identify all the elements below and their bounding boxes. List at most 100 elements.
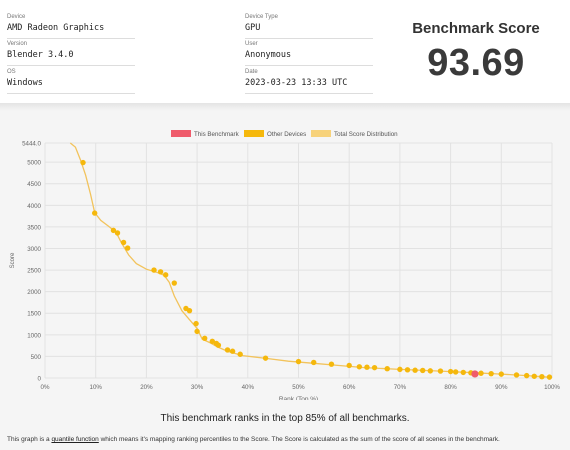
device-type-label: Device Type [245,14,278,20]
device-type-field: Device Type GPU [245,14,373,39]
other-device-point [114,230,121,236]
x-tick-label: 20% [140,384,153,391]
other-device-point [420,367,426,374]
benchmark-score-value: 93.69 [427,42,525,84]
other-device-point [397,366,403,373]
x-tick-label: 50% [292,384,305,391]
x-axis-title: Rank (Top %) [279,396,318,400]
x-tick-label: 70% [394,384,407,391]
y-tick-label: 1500 [27,311,41,318]
y-tick-label: 1000 [27,332,41,339]
x-tick-label: 80% [444,384,457,391]
other-device-point [124,245,131,251]
version-field: Version Blender 3.4.0 [7,41,135,66]
other-device-point [110,227,117,234]
other-device-point [157,269,164,275]
other-device-point [356,364,363,370]
other-device-point [539,374,545,380]
os-value: Windows [7,78,43,88]
other-device-point [452,369,459,375]
y-tick-label: 0 [38,376,42,383]
x-tick-label: 100% [544,384,560,391]
other-device-point [460,369,466,376]
x-tick-label: 60% [343,384,356,391]
other-device-point [384,366,390,372]
other-device-point [171,280,177,286]
os-label: OS [7,69,16,75]
quantile-function-link[interactable]: quantile function [51,436,99,443]
device-label: Device [7,14,26,20]
user-label: User [245,41,258,47]
other-device-point [215,342,222,348]
y-tick-label: 3000 [27,246,41,253]
other-device-point [328,361,335,367]
panel-shadow [0,103,570,111]
y-tick-label: 3500 [27,224,41,231]
x-tick-label: 90% [495,384,508,391]
legend-label: This Benchmark [194,131,240,138]
benchmark-score-title: Benchmark Score [412,20,540,37]
other-device-point [311,359,317,366]
other-device-point [498,371,504,377]
other-device-point [194,328,200,335]
other-device-point [151,267,157,273]
score-distribution-chart: 0 500 1000 1500 2000 2500 3000 3500 4000 4500 5000… [10,130,560,400]
score-distribution-line [69,142,553,379]
os-field: OS Windows [7,69,135,94]
device-type-value: GPU [245,23,261,33]
other-device-point [224,347,231,353]
y-tick-label: 5000 [27,160,41,167]
other-device-point [262,355,269,361]
other-device-point [229,348,236,354]
other-device-point [546,374,553,380]
other-device-point [202,335,208,341]
footnote-text-after: which means it's mapping ranking percent… [98,436,500,443]
y-tick-label: 4000 [27,203,41,210]
other-device-point [80,159,86,166]
other-device-point [488,370,494,377]
other-device-point [346,362,352,369]
other-device-point [237,351,243,357]
date-field: Date 2023-03-23 13:33 UTC [245,69,373,94]
y-tick-label: 500 [31,354,42,361]
device-value: AMD Radeon Graphics [7,23,105,33]
benchmark-info-panel: Device AMD Radeon Graphics Version Blend… [0,0,570,103]
legend-swatch [171,130,191,137]
other-device-point [513,372,520,378]
other-device-point [295,358,302,365]
date-label: Date [245,69,258,75]
other-device-point [412,367,418,373]
date-value: 2023-03-23 13:33 UTC [245,78,348,88]
y-tick-label: 5444.0 [22,141,41,148]
other-device-point [193,320,199,327]
footnote-text-before: This graph is a [7,436,52,443]
other-device-point [437,368,444,374]
user-value: Anonymous [245,50,292,60]
version-label: Version [7,41,28,47]
user-field: User Anonymous [245,41,373,66]
graph-footnote: This graph is a quantile function which … [7,436,500,443]
other-device-point [523,372,530,379]
this-benchmark-point [471,370,479,378]
other-device-point [209,338,216,345]
x-tick-label: 10% [90,384,103,391]
y-tick-label: 2500 [27,268,41,275]
legend-label: Total Score Distribution [334,131,398,138]
other-device-point [427,368,434,374]
other-device-point [447,368,454,375]
device-field: Device AMD Radeon Graphics [7,14,135,39]
legend-swatch [244,130,264,137]
other-device-point [162,272,169,278]
y-tick-label: 4500 [27,181,41,188]
other-device-point [364,364,370,370]
other-device-point [91,210,98,216]
other-device-point [371,364,378,371]
version-value: Blender 3.4.0 [7,50,74,60]
other-device-point [478,370,484,376]
legend-swatch [311,130,331,137]
x-tick-label: 0% [41,384,50,391]
y-tick-label: 2000 [27,289,41,296]
other-device-point [531,373,537,379]
other-device-point [404,367,411,373]
x-tick-label: 40% [242,384,255,391]
